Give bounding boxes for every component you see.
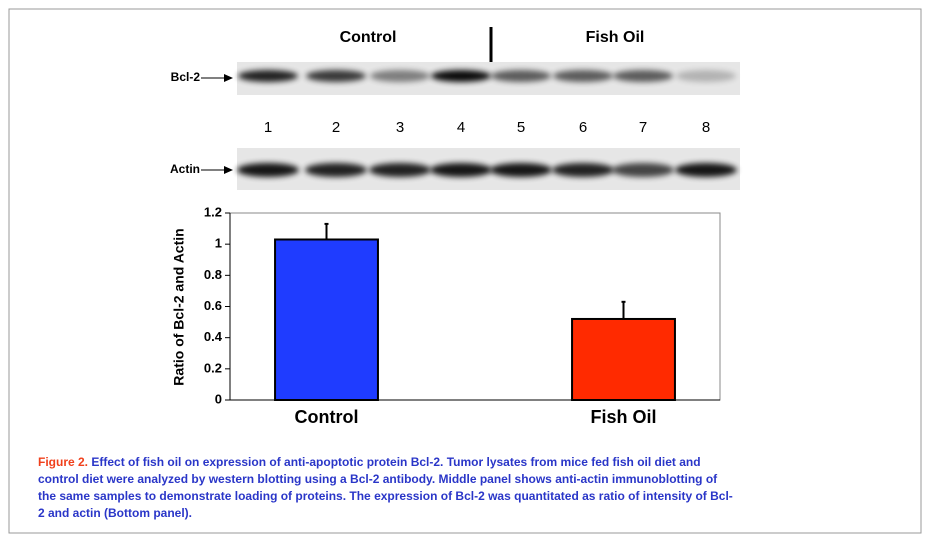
lane-number: 1 — [264, 119, 272, 136]
band — [675, 163, 737, 177]
arrow-head — [224, 166, 233, 174]
caption: Figure 2. Effect of fish oil on expressi… — [38, 454, 738, 522]
blot-label: Bcl-2 — [171, 70, 201, 84]
band — [613, 70, 673, 82]
y-tick-label: 0.6 — [204, 298, 222, 313]
band — [490, 163, 552, 177]
group-label: Control — [340, 29, 397, 46]
page: Control Fish Oil Bcl-2 Actin Ratio of Bc… — [0, 0, 932, 542]
band — [553, 70, 613, 82]
lane-number: 8 — [702, 119, 710, 136]
blot-label: Actin — [170, 162, 200, 176]
lane-number: 5 — [517, 119, 525, 136]
band — [238, 70, 298, 82]
arrow-head — [224, 74, 233, 82]
blot-strip — [237, 62, 740, 95]
band — [370, 70, 430, 82]
blot-strip — [237, 148, 740, 190]
caption-text: Effect of fish oil on expression of anti… — [38, 455, 733, 520]
y-tick-label: 0.2 — [204, 360, 222, 375]
bar — [275, 239, 378, 400]
lane-number: 4 — [457, 119, 465, 136]
band — [369, 163, 431, 177]
x-tick-label: Fish Oil — [590, 407, 656, 427]
band — [305, 163, 367, 177]
x-tick-label: Control — [295, 407, 359, 427]
band — [491, 70, 551, 82]
band — [612, 163, 674, 177]
y-tick-label: 1 — [215, 236, 222, 251]
lane-number: 2 — [332, 119, 340, 136]
lane-number: 7 — [639, 119, 647, 136]
bar — [572, 319, 675, 400]
y-tick-label: 1.2 — [204, 204, 222, 219]
caption-label: Figure 2. — [38, 455, 88, 469]
band — [676, 70, 736, 82]
lane-number: 6 — [579, 119, 587, 136]
band — [306, 70, 366, 82]
band — [430, 163, 492, 177]
y-tick-label: 0.4 — [204, 329, 223, 344]
y-tick-label: 0.8 — [204, 267, 222, 282]
band — [237, 163, 299, 177]
band — [552, 163, 614, 177]
group-label: Fish Oil — [586, 29, 645, 46]
y-axis-label: Ratio of Bcl-2 and Actin — [171, 228, 187, 385]
y-tick-label: 0 — [215, 391, 222, 406]
band — [431, 70, 491, 82]
lane-number: 3 — [396, 119, 404, 136]
